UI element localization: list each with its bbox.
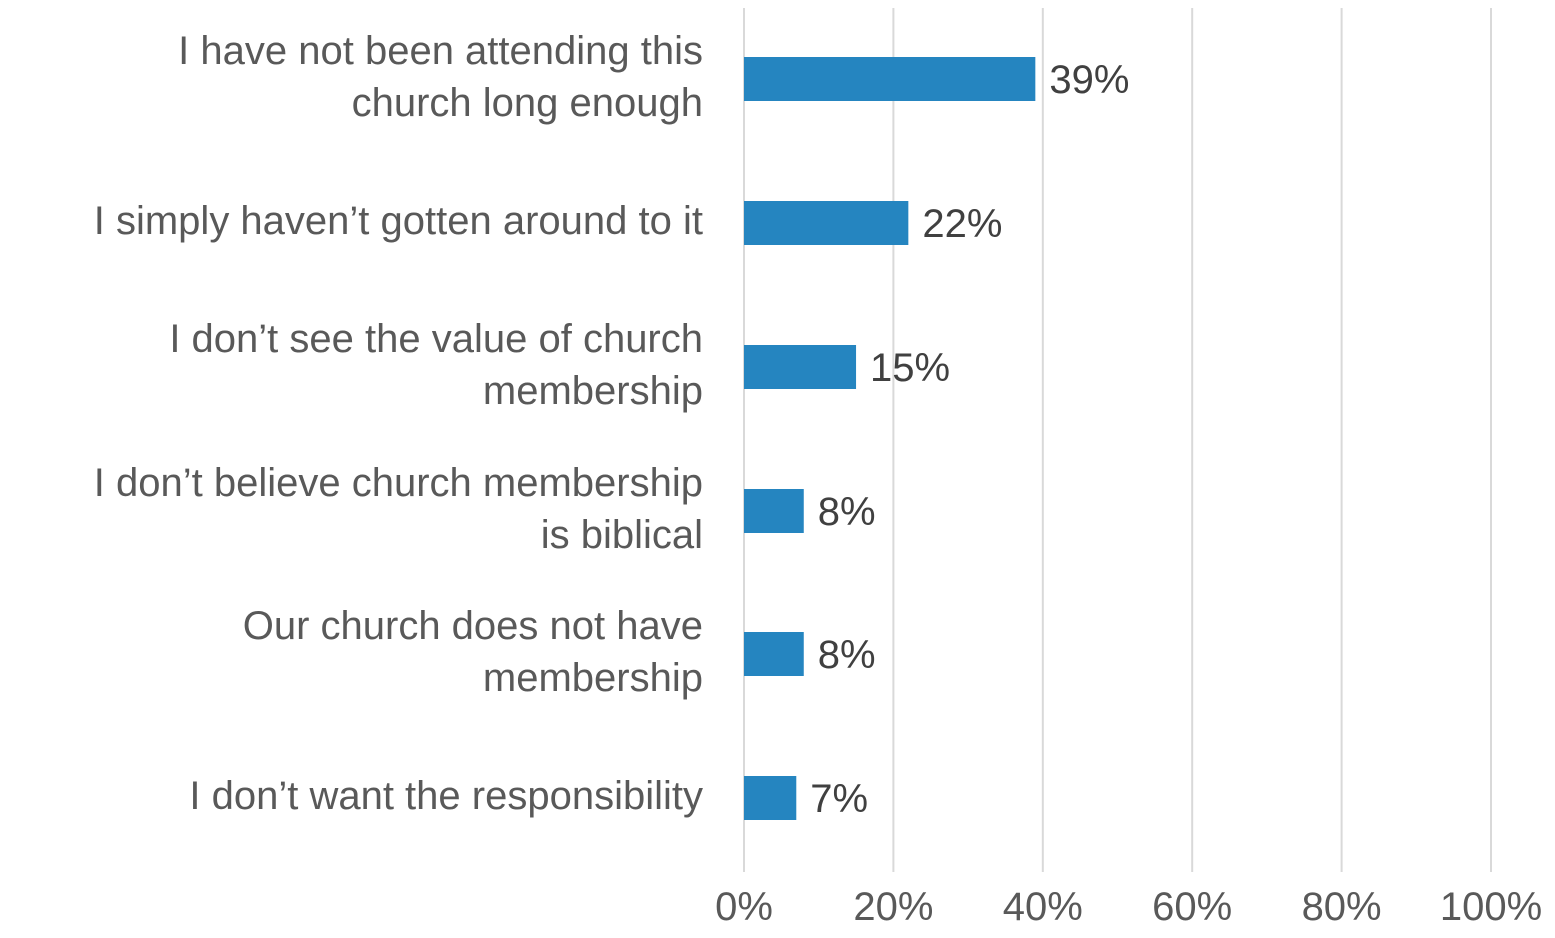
category-label: I don’t see the value of church membershi… — [3, 313, 703, 417]
data-label: 22% — [922, 202, 1002, 246]
category-label-line: is biblical — [540, 513, 703, 557]
category-label-line: I simply haven’t gotten around to it — [93, 199, 703, 243]
bar — [744, 776, 797, 820]
bar — [744, 489, 804, 533]
category-label-line: Our church does not have — [242, 604, 703, 648]
x-tick-label: 0% — [715, 885, 773, 929]
x-tick-label: 100% — [1440, 885, 1542, 929]
data-label: 8% — [818, 633, 876, 677]
data-label: 8% — [818, 490, 876, 534]
category-label: I simply haven’t gotten around to it — [3, 195, 703, 247]
category-label-line: I don’t believe church membership — [93, 461, 703, 505]
category-label: I don’t believe church membership is bibl… — [3, 457, 703, 561]
category-label: I don’t want the responsibility — [3, 770, 703, 822]
category-label-line: I don’t see the value of church — [169, 317, 703, 361]
category-label-line: church long enough — [351, 81, 703, 125]
data-label: 15% — [870, 346, 950, 390]
bar — [744, 57, 1036, 101]
x-tick-label: 20% — [853, 885, 933, 929]
category-label-line: membership — [482, 369, 703, 413]
category-label-line: membership — [482, 656, 703, 700]
x-tick-label: 80% — [1302, 885, 1382, 929]
category-label-line: I don’t want the responsibility — [189, 774, 703, 818]
data-label: 7% — [810, 777, 868, 821]
data-label: 39% — [1049, 58, 1129, 102]
bar — [744, 632, 804, 676]
x-tick-label: 40% — [1003, 885, 1083, 929]
category-label-line: I have not been attending this — [178, 29, 703, 73]
category-label: Our church does not have membership — [3, 600, 703, 704]
category-label: I have not been attending this church lon… — [3, 25, 703, 129]
bar — [744, 345, 857, 389]
x-tick-label: 60% — [1152, 885, 1232, 929]
bar — [744, 201, 909, 245]
